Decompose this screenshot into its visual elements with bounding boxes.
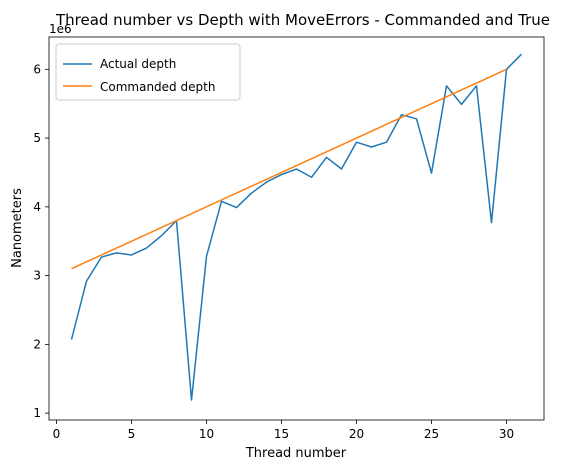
legend-box bbox=[55, 43, 241, 101]
x-tick-label: 5 bbox=[128, 427, 136, 441]
y-axis-label: Nanometers bbox=[10, 188, 25, 268]
x-axis-label: Thread number bbox=[245, 446, 347, 461]
legend-label-commanded-depth: Commanded depth bbox=[100, 80, 215, 94]
x-tick-label: 0 bbox=[53, 427, 61, 441]
plot-area bbox=[48, 36, 545, 421]
y-tick-label: 6 bbox=[33, 62, 41, 76]
legend-label-actual-depth: Actual depth bbox=[100, 57, 176, 71]
y-tick-label: 2 bbox=[33, 337, 41, 351]
y-tick-label: 3 bbox=[33, 269, 41, 283]
legend: Actual depth Commanded depth bbox=[55, 43, 241, 101]
series-line-commanded-depth bbox=[71, 68, 507, 270]
y-tick-label: 5 bbox=[33, 131, 41, 145]
series-layer bbox=[70, 53, 523, 401]
y-tick-label: 4 bbox=[33, 200, 41, 214]
x-axis-ticks: 0 5 10 15 20 25 30 bbox=[53, 420, 514, 441]
x-tick-label: 25 bbox=[424, 427, 439, 441]
x-tick-label: 10 bbox=[199, 427, 214, 441]
x-tick-label: 30 bbox=[499, 427, 514, 441]
y-tick-label: 1 bbox=[33, 406, 41, 420]
chart-title: Thread number vs Depth with MoveErrors -… bbox=[55, 11, 550, 29]
series-line-actual-depth bbox=[70, 53, 523, 401]
y-offset-label: 1e6 bbox=[49, 22, 72, 36]
y-axis-ticks: 1 2 3 4 5 6 bbox=[33, 62, 49, 420]
x-tick-label: 20 bbox=[349, 427, 364, 441]
x-tick-label: 15 bbox=[274, 427, 289, 441]
